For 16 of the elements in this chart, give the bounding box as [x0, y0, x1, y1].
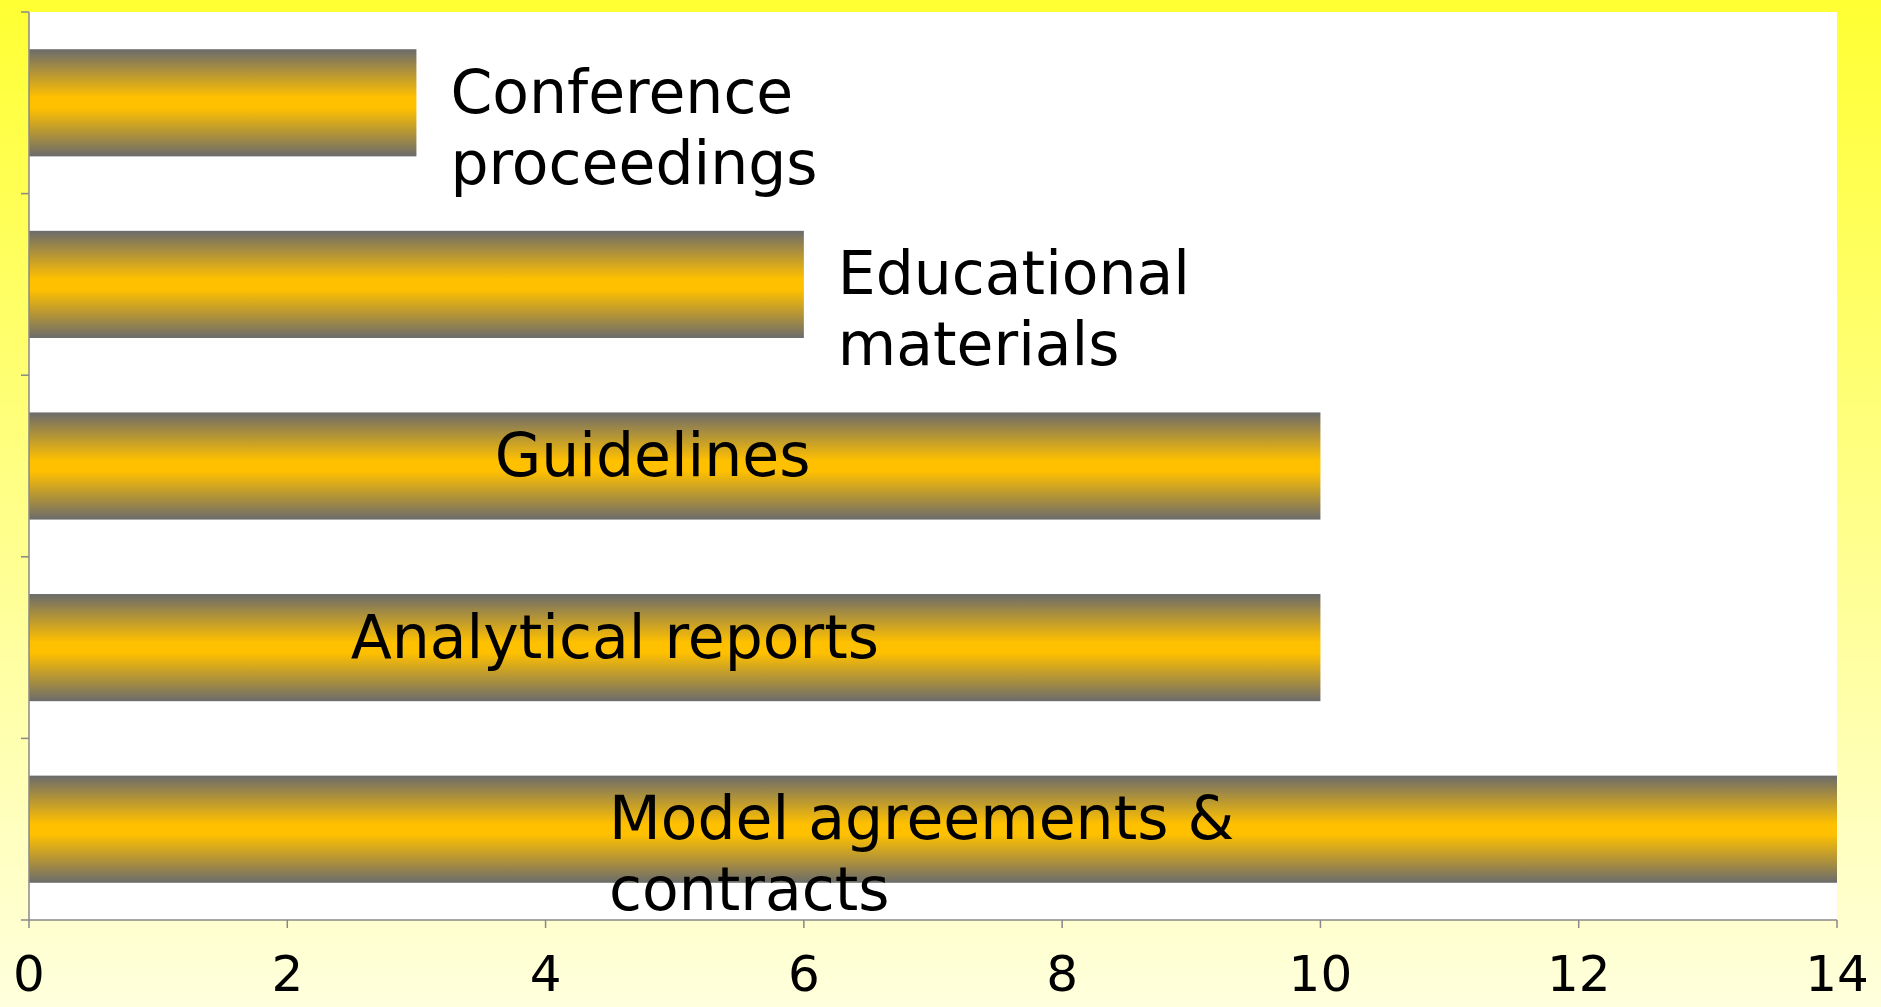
y-tick-label: Guidelines: [494, 420, 811, 490]
x-tick-label: 8: [1046, 945, 1079, 1003]
x-tick-label: 10: [1288, 945, 1353, 1003]
y-tick-label: Analytical reports: [350, 601, 879, 672]
y-tick-label: Conference proceedings: [450, 56, 818, 198]
y-tick-label: Educational materials: [837, 238, 1191, 380]
x-tick-label: 0: [13, 945, 45, 1003]
x-tick-label: 12: [1546, 945, 1611, 1003]
bar: [29, 594, 1321, 702]
x-tick-label: 14: [1805, 945, 1869, 1003]
x-tick-label: 2: [271, 945, 304, 1003]
bar: [29, 412, 1321, 520]
x-tick-label: 6: [787, 945, 820, 1003]
bar: [29, 230, 804, 338]
x-tick-label: 4: [529, 945, 562, 1003]
bar: [29, 49, 417, 157]
